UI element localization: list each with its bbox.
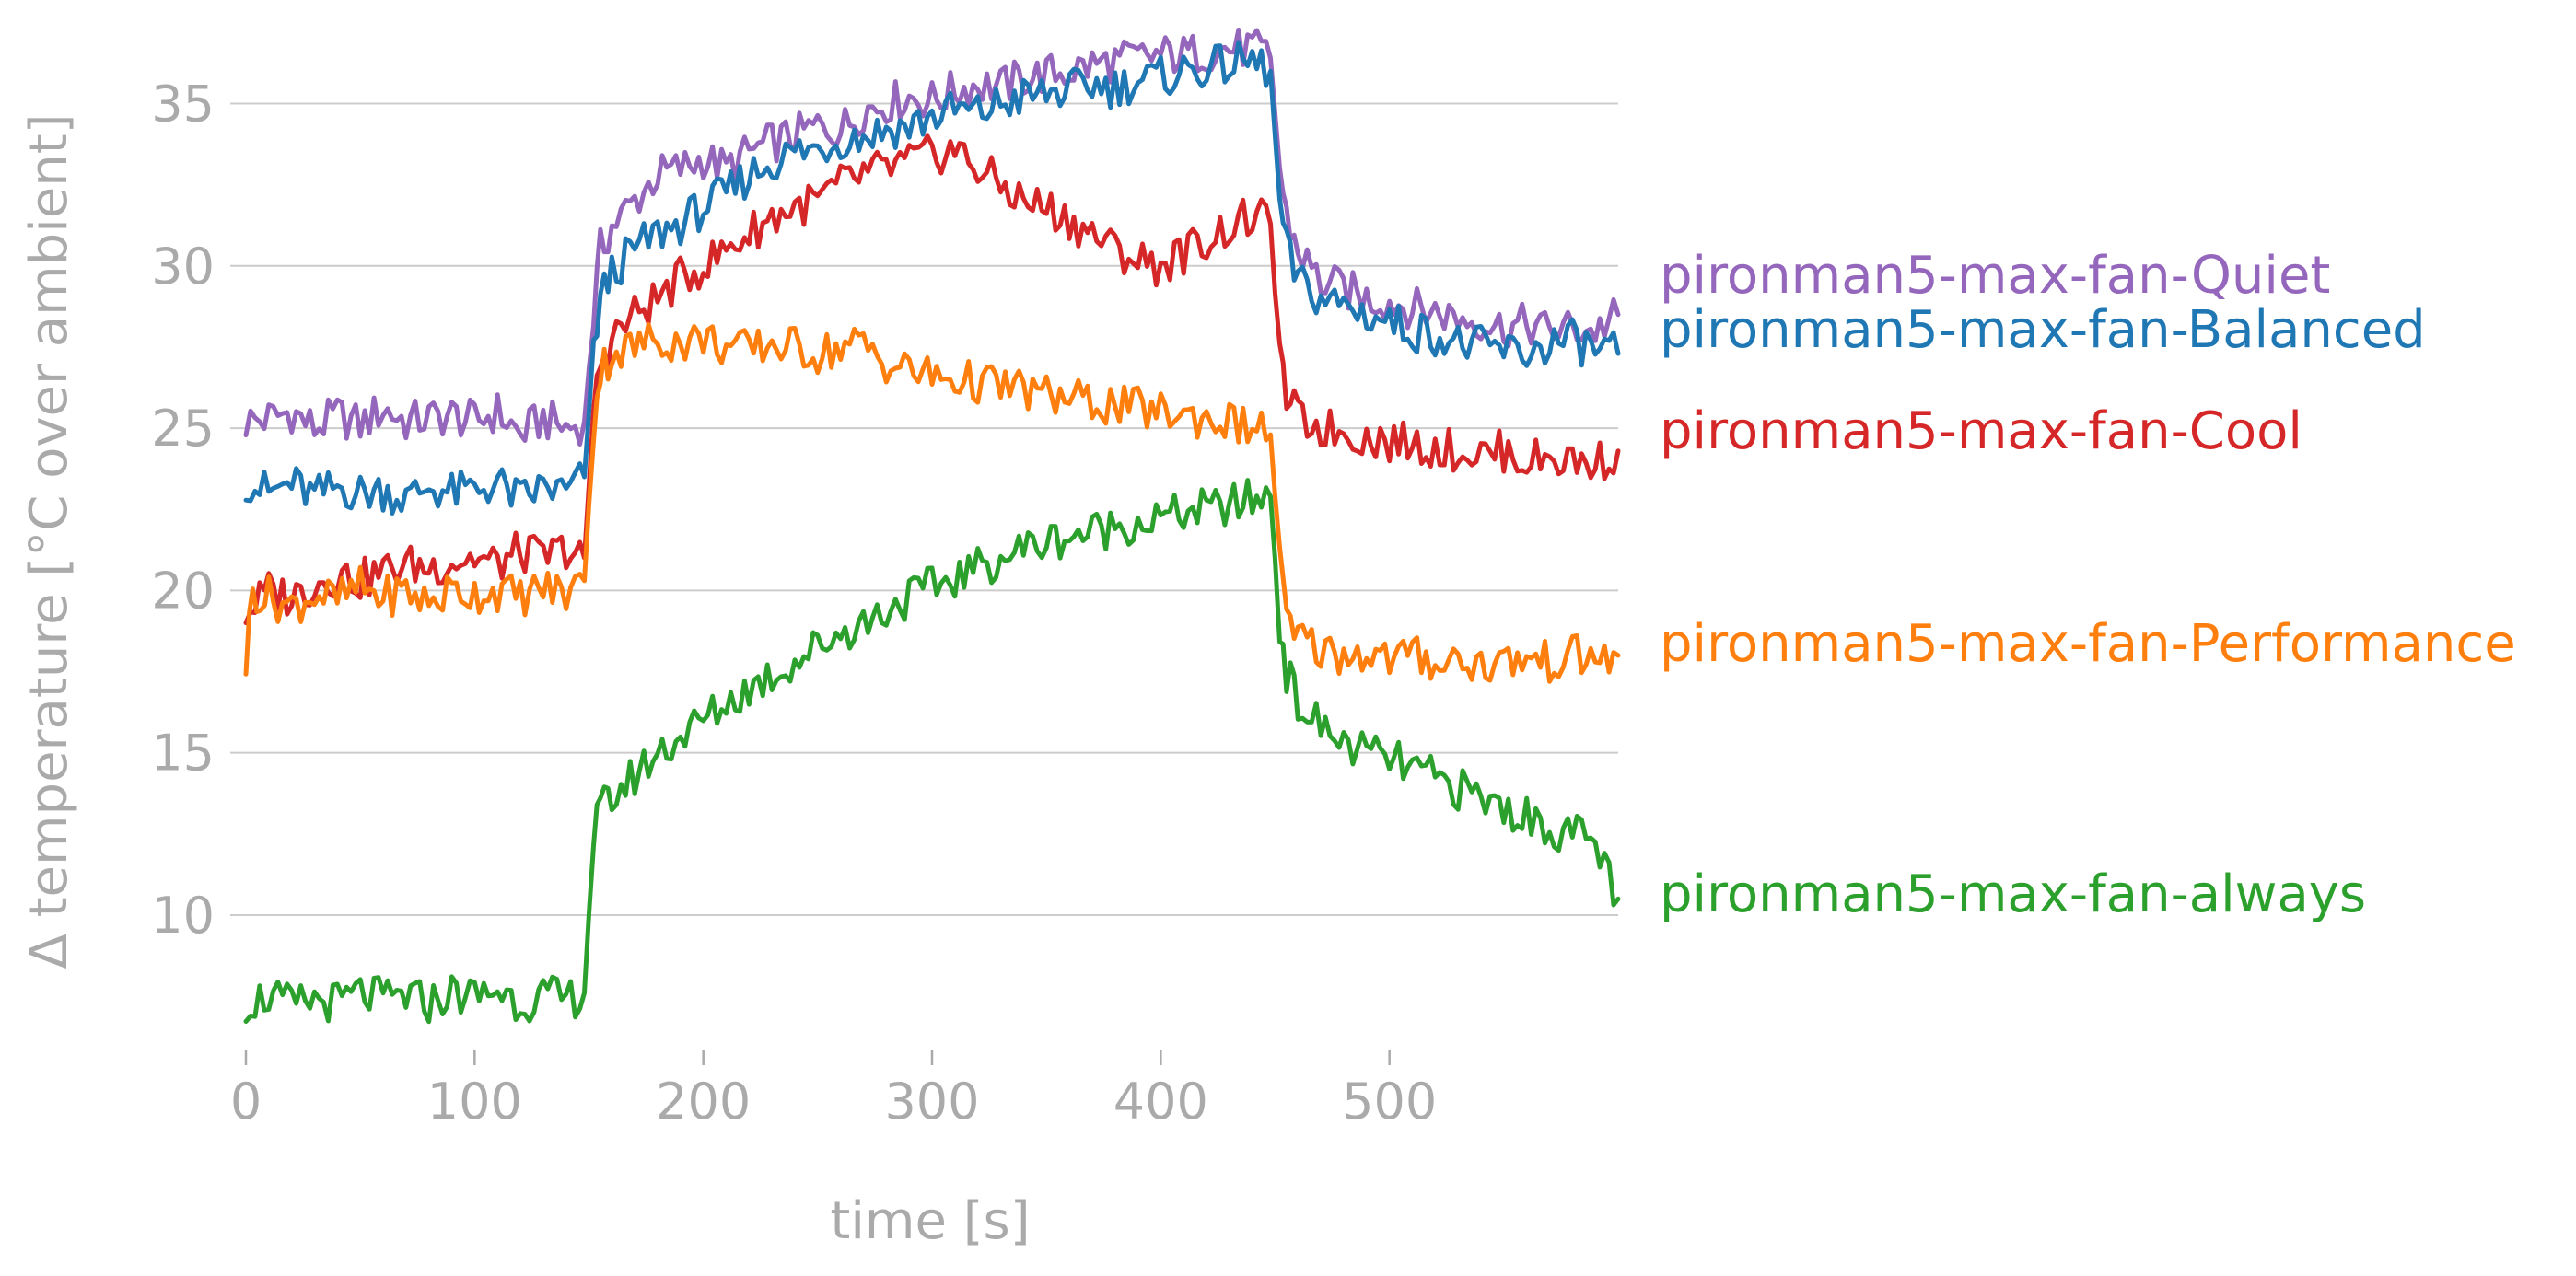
series-label: pironman5-max-fan-Balanced — [1660, 300, 2426, 360]
x-axis-ticks: 0 100 200 300 400 500 — [230, 1050, 1437, 1131]
grid-lines — [230, 102, 1618, 916]
y-axis-label: Δ temperature [°C over ambient] — [19, 113, 79, 969]
series-label: pironman5-max-fan-Performance — [1660, 614, 2516, 674]
series-lines — [243, 28, 1621, 1025]
y-tick-label: 25 — [151, 400, 215, 458]
series-line-4 — [243, 478, 1621, 1025]
x-tick-label: 200 — [656, 1073, 751, 1131]
series-line-1 — [243, 40, 1621, 516]
y-tick-label: 10 — [151, 887, 215, 945]
y-tick-label: 30 — [151, 238, 215, 296]
series-line-3 — [243, 321, 1621, 684]
y-tick-label: 35 — [151, 75, 215, 133]
y-tick-label: 15 — [151, 725, 215, 783]
series-line-2 — [243, 133, 1621, 626]
x-tick-label: 400 — [1113, 1073, 1208, 1131]
x-tick-label: 0 — [230, 1073, 262, 1131]
series-label: pironman5-max-fan-Quiet — [1660, 246, 2330, 306]
series-labels: pironman5-max-fan-Quietpironman5-max-fan… — [1660, 246, 2516, 924]
y-tick-label: 20 — [151, 562, 215, 620]
series-label: pironman5-max-fan-Cool — [1660, 401, 2302, 461]
x-tick-label: 500 — [1342, 1073, 1437, 1131]
y-axis-ticks: 10 15 20 25 30 35 — [151, 75, 215, 945]
x-tick-label: 100 — [427, 1073, 522, 1131]
x-axis-label: time [s] — [830, 1191, 1030, 1251]
series-label: pironman5-max-fan-always — [1660, 864, 2366, 924]
x-tick-label: 300 — [884, 1073, 979, 1131]
series-line-0 — [243, 28, 1621, 447]
